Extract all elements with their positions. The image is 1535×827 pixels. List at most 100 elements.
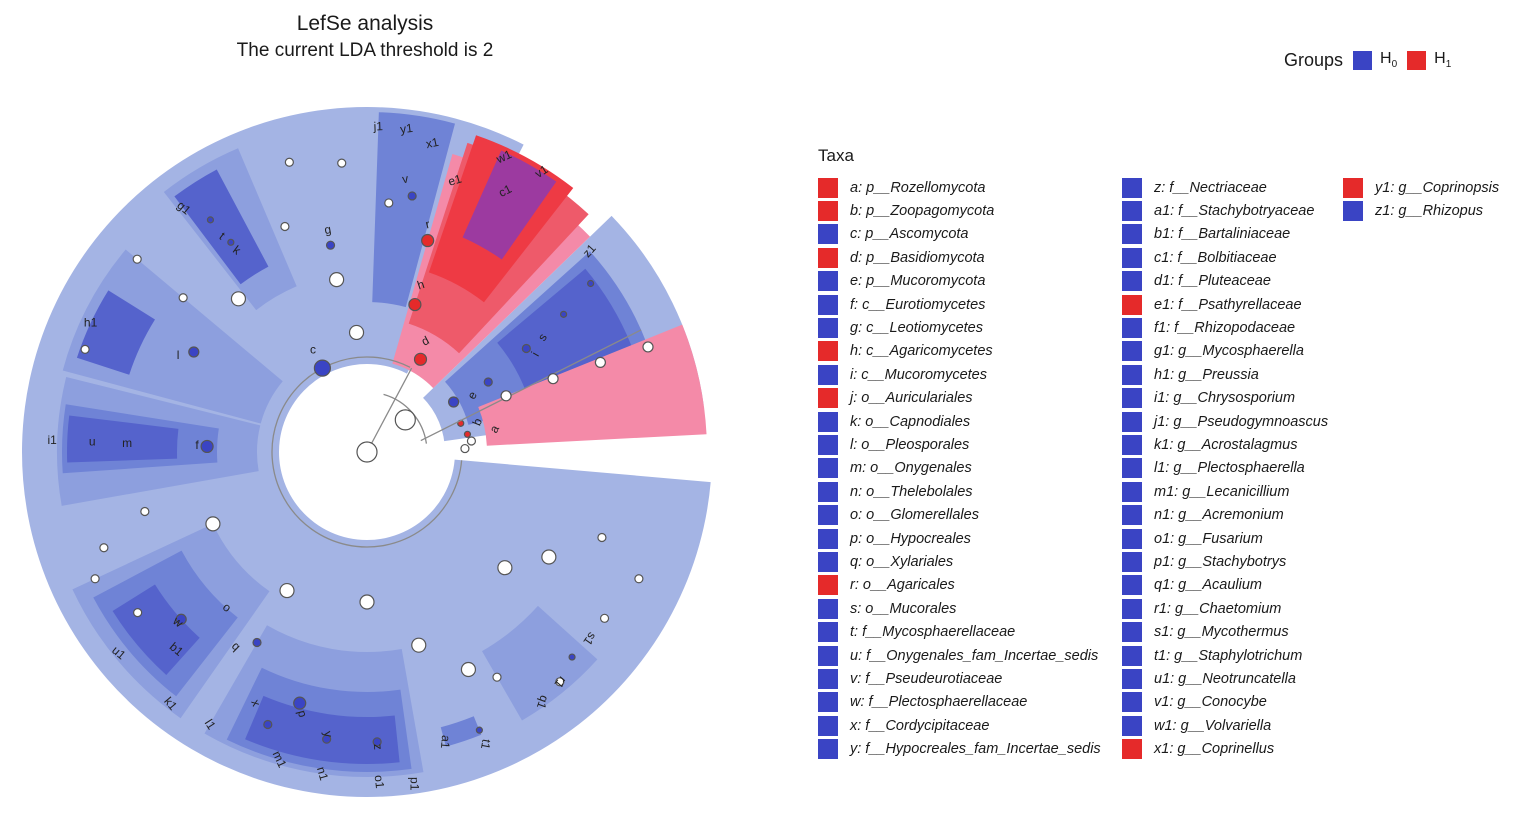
taxa-row: s: o__Mucorales xyxy=(818,597,1101,620)
taxa-row: b1: f__Bartaliniaceae xyxy=(1122,223,1328,246)
taxa-row: c1: f__Bolbitiaceae xyxy=(1122,246,1328,269)
taxa-row: l1: g__Plectosphaerella xyxy=(1122,457,1328,480)
taxa-row: u: f__Onygenales_fam_Incertae_sedis xyxy=(818,644,1101,667)
taxa-label: r: o__Agaricales xyxy=(850,577,955,594)
leaf-node xyxy=(597,532,607,543)
taxa-swatch xyxy=(818,739,838,760)
taxa-row: v: f__Pseudeurotiaceae xyxy=(818,667,1101,690)
taxa-label: w: f__Plectosphaerellaceae xyxy=(850,694,1028,711)
leaf-node xyxy=(132,254,142,264)
taxa-label: c1: f__Bolbitiaceae xyxy=(1154,249,1277,266)
taxa-row: q1: g__Acaulium xyxy=(1122,574,1328,597)
taxa-row: a: p__Rozellomycota xyxy=(818,176,1101,199)
clade-label-a1: a1 xyxy=(438,735,453,750)
taxa-row: t1: g__Staphylotrichum xyxy=(1122,644,1328,667)
taxa-row: o: o__Glomerellales xyxy=(818,503,1101,526)
taxa-row: k: o__Capnodiales xyxy=(818,410,1101,433)
taxa-row: j: o__Auriculariales xyxy=(818,387,1101,410)
taxa-swatch xyxy=(818,434,838,455)
taxa-swatch xyxy=(818,247,838,268)
taxa-label: i: c__Mucoromycetes xyxy=(850,366,987,383)
taxa-row: i: c__Mucoromycetes xyxy=(818,363,1101,386)
taxa-row: a1: f__Stachybotryaceae xyxy=(1122,199,1328,222)
clade-label-z: z xyxy=(371,743,385,750)
clade-label-f: f xyxy=(195,438,199,452)
taxa-column-2: z: f__Nectriaceae a1: f__Stachybotryaceae… xyxy=(1122,176,1328,761)
rozellomycota-shading xyxy=(478,324,707,446)
taxa-swatch xyxy=(818,645,838,666)
node-s xyxy=(521,343,531,354)
taxa-swatch xyxy=(1122,271,1142,292)
taxa-label: o1: g__Fusarium xyxy=(1154,530,1263,547)
internal-node xyxy=(329,272,345,288)
taxa-label: g: c__Leotiomycetes xyxy=(850,320,983,337)
leaf-node xyxy=(492,672,502,682)
node-t xyxy=(206,216,215,224)
node-v xyxy=(407,191,417,201)
taxa-label: c: p__Ascomycota xyxy=(850,226,969,243)
clade-label-g: g xyxy=(323,222,332,237)
leaf-node xyxy=(90,574,100,584)
taxa-label: d1: f__Pluteaceae xyxy=(1154,273,1271,290)
leotiomycetes-clade-shading xyxy=(372,112,455,308)
taxa-title: Taxa xyxy=(818,146,854,165)
taxa-label: b1: f__Bartaliniaceae xyxy=(1154,226,1291,243)
taxa-row: m1: g__Lecanicillium xyxy=(1122,480,1328,503)
taxa-row: i1: g__Chrysosporium xyxy=(1122,387,1328,410)
taxa-swatch xyxy=(1122,318,1142,339)
taxa-label: u1: g__Neotruncatella xyxy=(1154,670,1296,687)
taxa-row: x1: g__Coprinellus xyxy=(1122,737,1328,760)
internal-node xyxy=(411,637,427,653)
taxa-label: u: f__Onygenales_fam_Incertae_sedis xyxy=(850,647,1099,664)
taxa-swatch xyxy=(818,481,838,502)
leaf-a-node xyxy=(594,356,606,369)
taxa-label: h: c__Agaricomycetes xyxy=(850,343,993,360)
taxa-label: q1: g__Acaulium xyxy=(1154,577,1263,594)
taxa-swatch xyxy=(1122,481,1142,502)
taxa-swatch xyxy=(1122,715,1142,736)
node-r1 xyxy=(475,726,483,734)
chart-subtitle: The current LDA threshold is 2 xyxy=(236,40,494,61)
clade-label-y1: y1 xyxy=(399,121,414,136)
taxa-swatch xyxy=(818,341,838,362)
taxa-swatch xyxy=(818,575,838,596)
node-h xyxy=(408,297,422,312)
taxa-row: p: o__Hypocreales xyxy=(818,527,1101,550)
taxa-row: k1: g__Acrostalagmus xyxy=(1122,433,1328,456)
taxa-label: k1: g__Acrostalagmus xyxy=(1154,436,1298,453)
taxa-row: x: f__Cordycipitaceae xyxy=(818,714,1101,737)
taxa-swatch xyxy=(1122,247,1142,268)
taxa-label: x1: g__Coprinellus xyxy=(1154,741,1275,758)
taxa-row: d: p__Basidiomycota xyxy=(818,246,1101,269)
legend-label-h0: H0 xyxy=(1380,50,1398,71)
taxa-row: f: c__Eurotiomycetes xyxy=(818,293,1101,316)
taxa-swatch xyxy=(818,715,838,736)
taxa-swatch xyxy=(818,598,838,619)
clade-label-h: h xyxy=(415,277,426,292)
node-w xyxy=(175,613,187,625)
clade-label-y: y xyxy=(321,730,336,738)
leaf-node xyxy=(634,574,644,584)
cordycipitaceae-clade-shading xyxy=(245,695,400,764)
taxa-row: n1: g__Acremonium xyxy=(1122,503,1328,526)
leaf-node xyxy=(384,198,394,208)
leaf-node xyxy=(133,608,143,618)
clade-label-v: v xyxy=(401,172,409,187)
mycosphaerellaceae-clade-shading xyxy=(174,169,269,285)
fungi-node xyxy=(394,409,416,431)
taxa-swatch xyxy=(1122,739,1142,760)
taxa-swatch xyxy=(1122,388,1142,409)
taxa-swatch xyxy=(818,294,838,315)
leaf-node xyxy=(80,344,90,354)
taxa-row: h1: g__Preussia xyxy=(1122,363,1328,386)
taxa-label: t: f__Mycosphaerellaceae xyxy=(850,624,1016,641)
taxa-row: e: p__Mucoromycota xyxy=(818,270,1101,293)
taxa-swatch xyxy=(1122,341,1142,362)
node-q1 xyxy=(568,653,576,661)
taxa-label: j: o__Auriculariales xyxy=(850,390,973,407)
taxa-row: u1: g__Neotruncatella xyxy=(1122,667,1328,690)
taxa-row: r: o__Agaricales xyxy=(818,574,1101,597)
taxa-label: e: p__Mucoromycota xyxy=(850,273,986,290)
taxa-row: n: o__Thelebolales xyxy=(818,480,1101,503)
taxa-label: l1: g__Plectosphaerella xyxy=(1154,460,1305,477)
